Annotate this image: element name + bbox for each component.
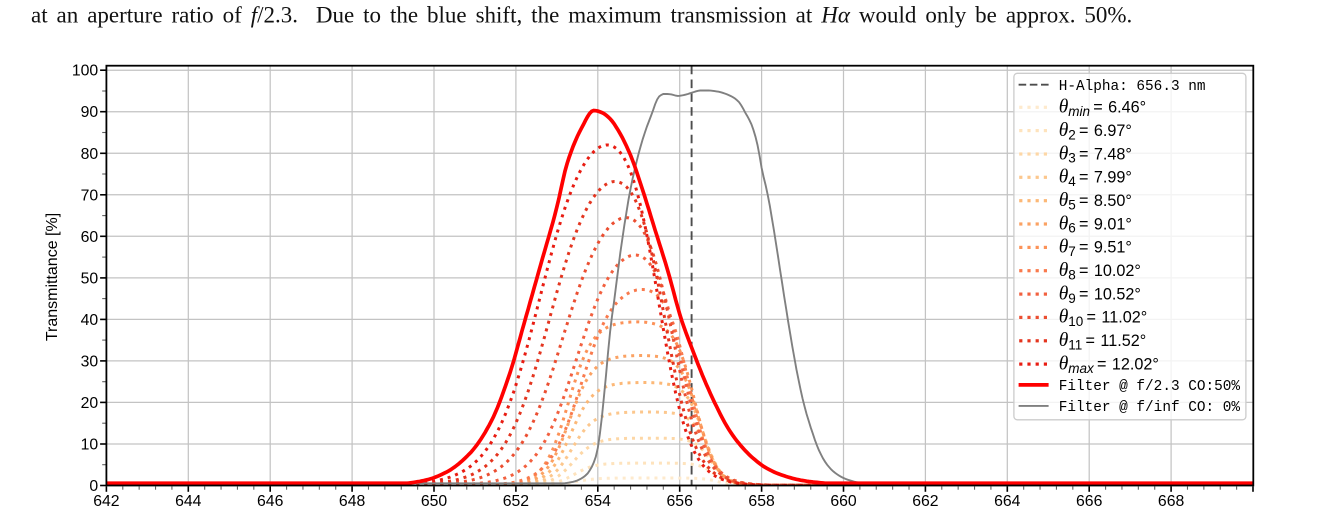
svg-text:Transmittance [%]: Transmittance [%]	[44, 213, 61, 341]
svg-text:θ9 = 10.52°: θ9 = 10.52°	[1059, 283, 1141, 305]
svg-text:40: 40	[81, 312, 99, 329]
svg-text:Filter @ f/inf CO: 0%: Filter @ f/inf CO: 0%	[1059, 400, 1241, 416]
svg-text:60: 60	[81, 229, 99, 246]
svg-text:θ2 = 6.97°: θ2 = 6.97°	[1059, 120, 1132, 142]
svg-text:644: 644	[175, 493, 202, 510]
svg-text:90: 90	[81, 104, 99, 121]
svg-text:θ6 = 9.01°: θ6 = 9.01°	[1059, 213, 1132, 235]
svg-text:30: 30	[81, 353, 99, 370]
svg-text:652: 652	[503, 493, 529, 510]
svg-text:10: 10	[81, 437, 99, 454]
svg-text:θ4 = 7.99°: θ4 = 7.99°	[1059, 167, 1132, 189]
svg-text:at an aperture ratio of f/2.3.: at an aperture ratio of f/2.3. Due to th…	[31, 3, 1132, 28]
svg-text:666: 666	[1076, 493, 1103, 510]
svg-text:θ3 = 7.48°: θ3 = 7.48°	[1059, 143, 1132, 165]
svg-text:100: 100	[72, 63, 99, 80]
svg-text:648: 648	[339, 493, 366, 510]
svg-text:θ10 = 11.02°: θ10 = 11.02°	[1059, 307, 1148, 329]
svg-text:20: 20	[81, 395, 99, 412]
svg-text:0: 0	[89, 478, 98, 495]
svg-text:654: 654	[585, 493, 612, 510]
svg-text:50: 50	[81, 270, 99, 287]
svg-text:650: 650	[421, 493, 448, 510]
svg-text:Filter @ f/2.3 CO:50%: Filter @ f/2.3 CO:50%	[1059, 379, 1241, 395]
svg-text:θ5 = 8.50°: θ5 = 8.50°	[1059, 190, 1132, 212]
svg-text:θ11 = 11.52°: θ11 = 11.52°	[1059, 330, 1146, 352]
svg-text:642: 642	[93, 493, 119, 510]
svg-text:θmin = 6.46°: θmin = 6.46°	[1059, 97, 1146, 119]
svg-text:θmax = 12.02°: θmax = 12.02°	[1059, 353, 1159, 375]
svg-text:658: 658	[748, 493, 775, 510]
svg-text:70: 70	[81, 187, 99, 204]
svg-text:660: 660	[830, 493, 857, 510]
svg-text:646: 646	[257, 493, 284, 510]
svg-text:662: 662	[912, 493, 938, 510]
svg-text:θ8 = 10.02°: θ8 = 10.02°	[1059, 260, 1141, 282]
svg-text:80: 80	[81, 146, 99, 163]
svg-text:656: 656	[667, 493, 694, 510]
svg-text:664: 664	[994, 493, 1021, 510]
svg-text:H-Alpha: 656.3 nm: H-Alpha: 656.3 nm	[1059, 79, 1206, 95]
svg-text:668: 668	[1158, 493, 1185, 510]
svg-text:θ7 = 9.51°: θ7 = 9.51°	[1059, 237, 1132, 259]
